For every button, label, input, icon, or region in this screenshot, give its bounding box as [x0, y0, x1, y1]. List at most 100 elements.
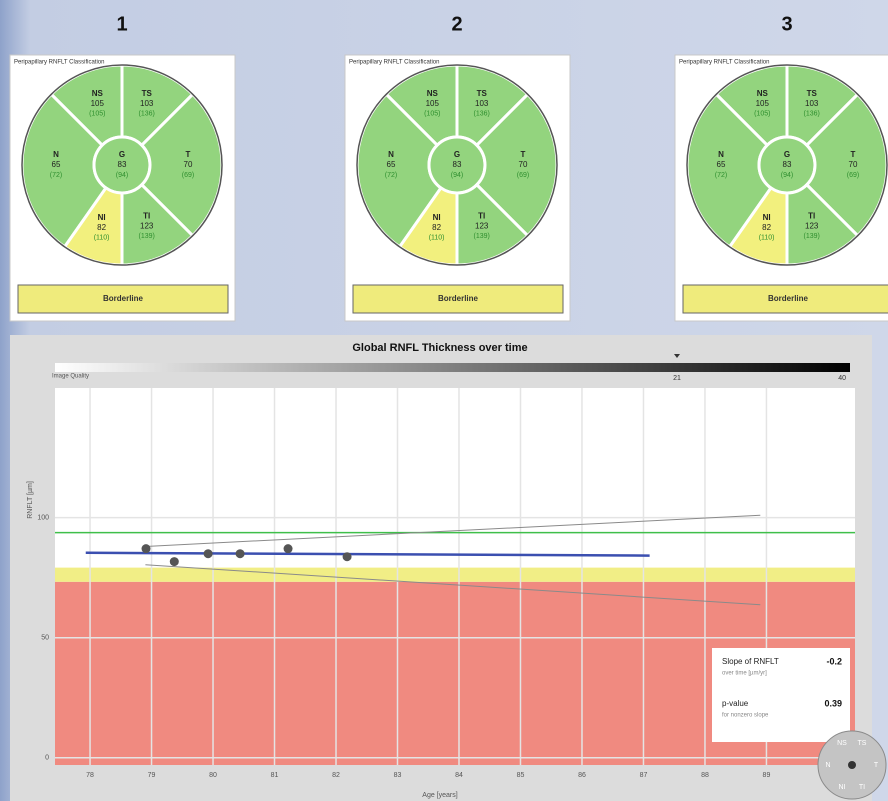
- classification: Borderline: [438, 294, 479, 303]
- sector-label: T: [186, 150, 191, 159]
- x-tick-label: 84: [455, 772, 463, 779]
- sector-label: N: [53, 150, 59, 159]
- sector-label: NS: [757, 89, 769, 98]
- sector-value: 103: [140, 99, 154, 108]
- sector-normal: (139): [804, 233, 820, 240]
- x-tick-label: 80: [209, 772, 217, 779]
- sector-value: 70: [849, 160, 858, 169]
- sector-label: TI: [143, 211, 150, 220]
- sector-label: TS: [477, 89, 488, 98]
- sector-normal: (139): [139, 233, 155, 240]
- sector-normal: (105): [424, 111, 440, 118]
- sector-label: G: [119, 150, 125, 159]
- confidence-line: [145, 514, 761, 547]
- sector-normal: (105): [89, 111, 105, 118]
- sector-value: 65: [52, 160, 61, 169]
- sector-value: 105: [91, 99, 105, 108]
- trend-line: [85, 551, 650, 557]
- sector-label: G: [454, 150, 460, 159]
- sector-value: 103: [475, 99, 489, 108]
- sector-value: 123: [475, 221, 489, 230]
- data-point: [203, 549, 213, 559]
- sector-value: 65: [717, 160, 726, 169]
- x-tick-label: 85: [517, 772, 525, 779]
- sector-outline: [686, 64, 888, 266]
- x-axis-label: Age [years]: [422, 792, 457, 799]
- sector-value: 83: [783, 160, 792, 169]
- sector-label: NI: [433, 213, 441, 222]
- compass-label: NS: [837, 740, 847, 747]
- confidence-line: [145, 564, 761, 606]
- sector-normal: (94): [781, 172, 793, 179]
- x-tick-label: 82: [332, 772, 340, 779]
- panel-number: 2: [451, 13, 462, 35]
- sector-label: NI: [98, 213, 106, 222]
- sector-value: 82: [97, 223, 106, 232]
- p-label: p-value: [722, 699, 749, 708]
- data-point: [283, 544, 293, 554]
- sector-normal: (110): [94, 235, 110, 242]
- sector-value: 105: [426, 99, 440, 108]
- x-tick-label: 83: [394, 772, 402, 779]
- x-tick-label: 86: [578, 772, 586, 779]
- sector-normal: (94): [451, 172, 463, 179]
- x-tick-label: 81: [271, 772, 279, 779]
- borderline-band: [55, 567, 855, 582]
- panel-title: Peripapillary RNFLT Classification: [14, 60, 104, 66]
- sector-value: 65: [387, 160, 396, 169]
- compass-label: NI: [839, 784, 846, 791]
- sector-value: 105: [756, 99, 770, 108]
- y-axis-label: RNFLT [µm]: [27, 481, 34, 519]
- sector-label: T: [851, 150, 856, 159]
- sector-value: 123: [805, 221, 819, 230]
- slope-value: -0.2: [826, 656, 842, 666]
- quality-marker: [674, 354, 680, 358]
- sector-label: N: [718, 150, 724, 159]
- x-tick-label: 87: [640, 772, 648, 779]
- slope-sub: over time [µm/yr]: [722, 671, 767, 677]
- chart-title: Global RNFL Thickness over time: [352, 342, 527, 354]
- y-tick-label: 50: [41, 635, 49, 642]
- x-tick-label: 78: [86, 772, 94, 779]
- sector-label: N: [388, 150, 394, 159]
- sector-label: NS: [92, 89, 104, 98]
- quality-marker-label: 21: [673, 375, 681, 382]
- sector-normal: (136): [804, 111, 820, 118]
- sector-value: 83: [453, 160, 462, 169]
- classification-box: [17, 284, 229, 314]
- sector-label: TS: [807, 89, 818, 98]
- compass-label: TI: [859, 784, 865, 791]
- panel-number: 1: [116, 13, 127, 35]
- sector-normal: (72): [715, 172, 727, 179]
- sector-label: TI: [808, 211, 815, 220]
- compass-label: N: [825, 762, 830, 769]
- sector-value: 70: [519, 160, 528, 169]
- panel-number: 3: [781, 13, 792, 35]
- sector-label: NI: [763, 213, 771, 222]
- sector-normal: (72): [50, 172, 62, 179]
- sector-normal: (139): [474, 233, 490, 240]
- sector-normal: (94): [116, 172, 128, 179]
- panel-title: Peripapillary RNFLT Classification: [349, 60, 439, 66]
- sector-value: 70: [184, 160, 193, 169]
- sector-normal: (69): [847, 172, 859, 179]
- sector-value: 123: [140, 221, 154, 230]
- sector-outline: [21, 64, 223, 266]
- data-point: [141, 544, 151, 554]
- sector-value: 82: [762, 223, 771, 232]
- sector-normal: (69): [182, 172, 194, 179]
- data-point: [342, 552, 352, 562]
- slope-label: Slope of RNFLT: [722, 657, 779, 666]
- classification: Borderline: [768, 294, 809, 303]
- quality-bar: [55, 363, 850, 372]
- sector-value: 82: [432, 223, 441, 232]
- sector-normal: (110): [759, 235, 775, 242]
- p-value: 0.39: [824, 698, 842, 708]
- sector-normal: (136): [139, 111, 155, 118]
- panel-title: Peripapillary RNFLT Classification: [679, 60, 769, 66]
- sector-normal: (72): [385, 172, 397, 179]
- data-point: [169, 557, 179, 567]
- sector-normal: (110): [429, 235, 445, 242]
- data-point: [235, 549, 245, 559]
